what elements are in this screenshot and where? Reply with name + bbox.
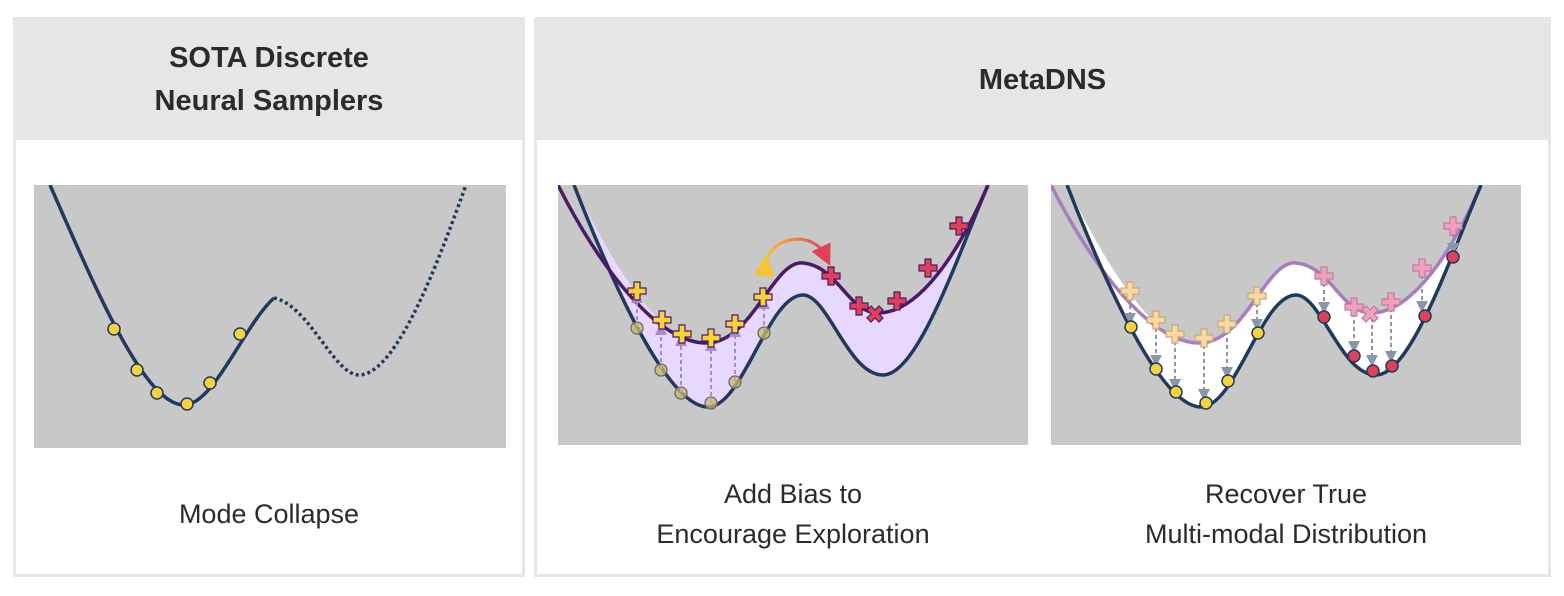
bias-caption-line2: Encourage Exploration	[656, 519, 930, 549]
energy-curve-solid	[48, 185, 276, 407]
sample-point	[150, 386, 164, 400]
sample-point	[107, 322, 121, 336]
sample-point	[1366, 364, 1380, 378]
plus-marker	[1146, 310, 1166, 330]
sota-title-line2: Neural Samplers	[154, 85, 384, 117]
plus-marker	[1120, 281, 1140, 301]
mode-collapse-caption: Mode Collapse	[178, 499, 360, 529]
sample-point	[1347, 349, 1361, 363]
sample-point	[233, 327, 247, 341]
original-samples	[630, 321, 771, 410]
biased-energy-curve-faded	[1051, 185, 1483, 345]
plus-marker	[1412, 258, 1432, 278]
sample-point	[704, 396, 718, 410]
bias-exploration-plot	[558, 185, 1028, 445]
x-marker	[1361, 305, 1379, 323]
plus-marker	[949, 216, 969, 236]
x-marker	[866, 305, 884, 323]
curved-arrow	[753, 237, 831, 277]
sample-point	[1385, 359, 1399, 373]
plus-marker	[753, 287, 773, 307]
sample-point	[1169, 385, 1183, 399]
plus-marker	[1344, 297, 1364, 317]
true-energy-curve	[1065, 185, 1483, 409]
metadns-title: MetaDNS	[978, 63, 1107, 96]
recovered-red-samples	[1317, 250, 1460, 378]
biased-red-samples	[1314, 216, 1463, 323]
sample-point	[130, 363, 144, 377]
sample-point	[180, 397, 194, 411]
plus-marker	[1247, 286, 1267, 306]
plus-marker	[672, 324, 692, 344]
plus-marker	[652, 310, 672, 330]
recover-caption: Recover True Multi-modal Distribution	[1051, 474, 1521, 554]
plus-marker	[701, 328, 721, 348]
plus-marker	[627, 281, 647, 301]
recovered-yellow-samples	[1124, 320, 1265, 410]
sample-point	[654, 363, 668, 377]
plus-marker	[1314, 266, 1334, 286]
sample-point	[728, 375, 742, 389]
sota-panel-header: SOTA Discrete Neural Samplers	[16, 20, 522, 140]
sample-point	[630, 321, 644, 335]
recover-caption-line2: Multi-modal Distribution	[1144, 519, 1428, 549]
sample-point	[757, 326, 771, 340]
sample-point	[1251, 326, 1265, 340]
plot-background	[34, 185, 506, 448]
plus-marker	[725, 314, 745, 334]
sample-point	[1124, 320, 1138, 334]
sample-point	[1149, 362, 1163, 376]
plus-marker	[887, 291, 907, 311]
metadns-panel: MetaDNS	[534, 17, 1551, 577]
plus-marker	[1194, 328, 1214, 348]
plus-marker	[1381, 292, 1401, 312]
drop-arrows	[1124, 233, 1459, 401]
plus-marker	[1165, 324, 1185, 344]
plus-marker	[849, 296, 869, 316]
lift-arrows	[631, 291, 770, 403]
bias-caption-line1: Add Bias to	[723, 479, 863, 509]
sample-point	[1446, 250, 1460, 264]
sample-point	[674, 386, 688, 400]
sample-point	[1199, 396, 1213, 410]
bias-caption: Add Bias to Encourage Exploration	[558, 474, 1028, 554]
explored-yellow-samples	[627, 281, 773, 348]
bias-region	[574, 185, 988, 407]
sota-title-line1: SOTA Discrete	[169, 42, 369, 74]
recovered-region	[1067, 185, 1481, 407]
recover-distribution-plot	[1051, 185, 1521, 445]
sample-point	[1418, 309, 1432, 323]
sota-panel: SOTA Discrete Neural Samplers Mode Colla…	[13, 17, 525, 577]
plus-marker	[918, 258, 938, 278]
metadns-panel-header: MetaDNS	[537, 20, 1548, 140]
sample-point	[1317, 310, 1331, 324]
plus-marker	[1217, 314, 1237, 334]
plus-marker	[1443, 216, 1463, 236]
sample-point	[1221, 374, 1235, 388]
biased-yellow-samples	[1120, 281, 1267, 348]
true-energy-curve	[572, 185, 990, 409]
energy-curve-unexplored	[273, 185, 468, 377]
mode-collapse-plot	[34, 185, 506, 448]
sample-point	[203, 376, 217, 390]
recover-caption-line1: Recover True	[1204, 479, 1368, 509]
collapsed-samples	[107, 322, 247, 411]
